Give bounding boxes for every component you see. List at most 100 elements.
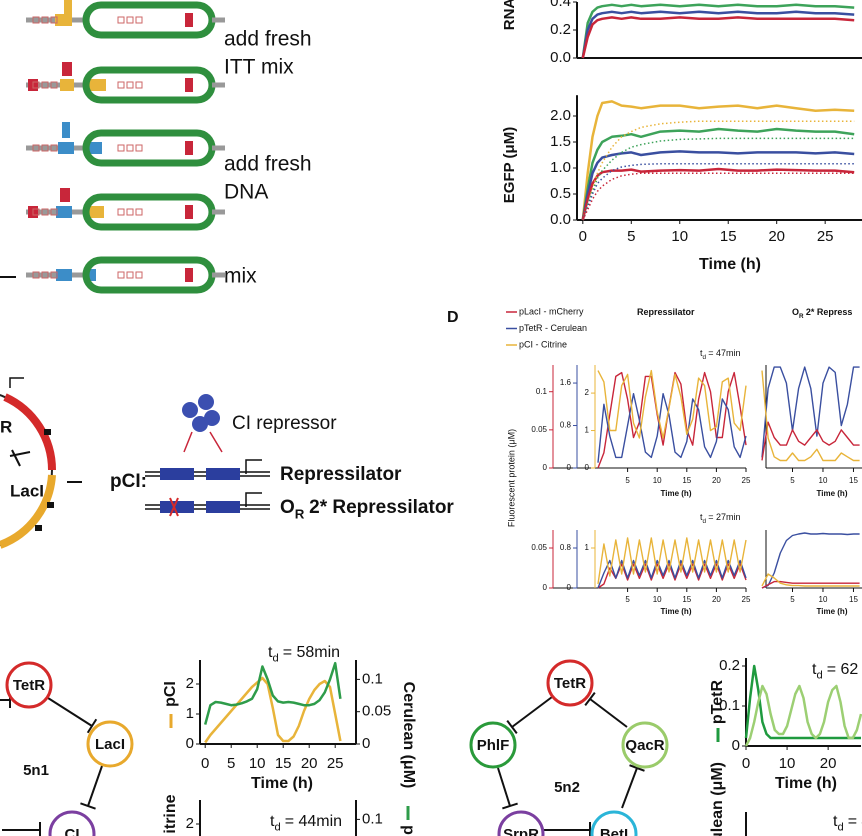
y-tick-label: 0.1 — [536, 387, 548, 396]
terminator — [185, 268, 193, 282]
symbol: t — [700, 512, 703, 522]
y-tick-label: 0.05 — [531, 425, 547, 434]
x-axis-label: Time (h) — [699, 256, 761, 273]
y-tick-label: 2 — [186, 815, 194, 832]
data-line — [581, 10, 855, 59]
repression-edge — [87, 765, 103, 807]
node-label: LacI — [95, 736, 125, 753]
y-tick-label: 0 — [362, 735, 370, 752]
site — [41, 144, 49, 152]
data-line — [597, 559, 747, 589]
data-line — [761, 532, 860, 589]
data-line — [597, 369, 747, 439]
site — [117, 271, 125, 279]
y-tick-label: 0.1 — [719, 697, 740, 714]
site — [135, 16, 143, 24]
subscript: d — [703, 354, 707, 361]
network-node — [469, 721, 517, 769]
network-node — [546, 659, 594, 707]
annotation: td = 58min — [268, 644, 340, 664]
text: Repressilator — [280, 464, 402, 485]
site — [135, 81, 143, 89]
x-tick-label: 5 — [627, 228, 635, 245]
dna-part — [64, 14, 72, 26]
data-line — [582, 120, 855, 221]
network-node — [590, 810, 638, 836]
repression-edge — [589, 698, 628, 728]
symbol: t — [812, 661, 817, 678]
axis-label: itrine — [162, 794, 179, 833]
x-tick-label: 5 — [790, 476, 795, 485]
site — [32, 271, 40, 279]
x-axis-label: Time (h) — [817, 607, 848, 616]
y-tick-label: 0 — [732, 737, 740, 754]
repression-edge — [621, 767, 638, 809]
site — [41, 208, 49, 216]
data-line — [582, 172, 855, 221]
symbol: O — [280, 497, 295, 518]
annotation: td = 27min — [700, 512, 741, 524]
promoter-arrow — [245, 492, 262, 507]
arrow — [183, 431, 223, 453]
dna-part — [62, 122, 70, 138]
dna-part — [86, 142, 102, 154]
dna-part — [58, 142, 74, 154]
y-tick-label: 0 — [567, 463, 572, 472]
symbol: O — [792, 307, 799, 317]
repression-bar — [86, 718, 98, 734]
site — [50, 271, 58, 279]
text: = 62 — [827, 661, 859, 678]
repression-bar — [80, 802, 96, 810]
x-tick-label: 15 — [682, 476, 691, 485]
subscript: R — [799, 313, 804, 320]
node-label: CI — [65, 826, 80, 836]
step-label: add fresh — [224, 153, 312, 176]
x-tick-label: 15 — [849, 476, 858, 485]
network-name: 5n1 — [23, 762, 49, 779]
data-line — [204, 676, 342, 744]
dna-part — [62, 62, 72, 76]
site — [35, 525, 42, 531]
x-tick-label: 20 — [712, 476, 721, 485]
y-tick-label: 2.0 — [550, 107, 571, 124]
data-line — [761, 573, 860, 587]
x-tick-label: 25 — [327, 755, 344, 772]
dna-part — [56, 206, 72, 218]
y-tick-label: 1 — [186, 705, 194, 722]
y-tick-label: 0 — [543, 583, 548, 592]
text: 2* Repress — [806, 307, 853, 317]
text: = 41 — [848, 813, 862, 830]
repression-edge — [497, 767, 511, 807]
site — [135, 271, 143, 279]
symbol: t — [700, 348, 703, 358]
site — [117, 208, 125, 216]
y-tick-label: 0.0 — [550, 49, 571, 66]
text: = 58min — [283, 644, 340, 661]
site — [41, 271, 49, 279]
y-tick-label: 0.1 — [362, 670, 383, 687]
y-tick-label: 0.8 — [560, 543, 572, 552]
x-tick-label: 25 — [817, 228, 834, 245]
repression-bar — [9, 451, 31, 457]
repressor-icon — [192, 416, 208, 432]
repressor-label: CI repressor — [232, 413, 337, 434]
x-tick-label: 25 — [742, 595, 751, 604]
x-tick-label: 15 — [275, 755, 292, 772]
construct-label: Repressilator — [280, 464, 402, 485]
y-tick-label: 1.0 — [550, 159, 571, 176]
data-line — [581, 167, 855, 221]
repression-edge — [511, 696, 553, 728]
site — [47, 502, 54, 508]
x-axis-label: Time (h) — [661, 489, 692, 498]
y-tick-label: 1.6 — [560, 378, 572, 387]
repression-edge — [47, 697, 93, 727]
y-tick-label: 0.05 — [362, 703, 391, 720]
promoter-arrow — [9, 377, 24, 388]
repression-bar — [584, 692, 596, 706]
site — [44, 429, 51, 435]
text: = 27min — [708, 512, 740, 522]
site — [50, 16, 58, 24]
y-tick-label: 0 — [186, 735, 194, 752]
gene-arc — [0, 474, 56, 549]
site — [126, 208, 134, 216]
